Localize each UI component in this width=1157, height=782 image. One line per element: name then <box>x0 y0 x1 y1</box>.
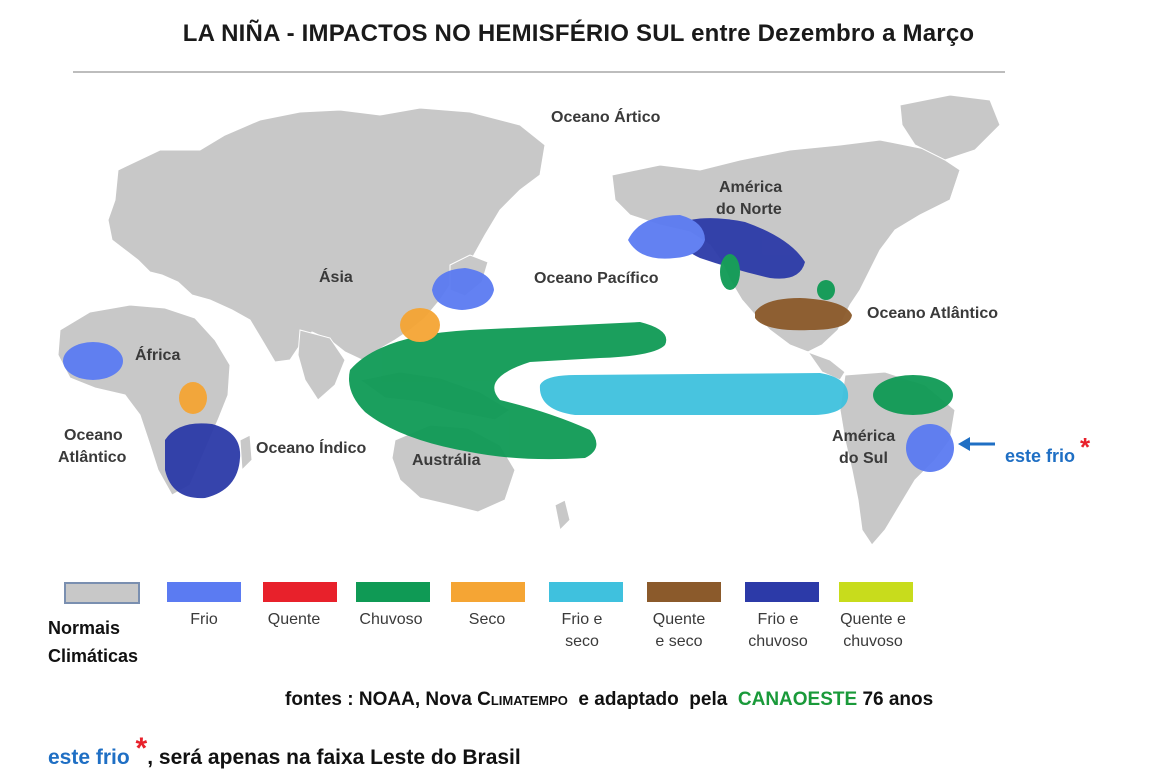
page-title: LA NIÑA - IMPACTOS NO HEMISFÉRIO SUL ent… <box>182 20 975 47</box>
legend-swatch-frio-chuvoso <box>745 582 819 602</box>
sources-mid: e adaptado pela <box>567 689 738 710</box>
greenland <box>899 94 1001 161</box>
sources-canaoeste: CANAOESTE <box>737 689 858 710</box>
label-australia: Austrália <box>412 452 481 469</box>
legend-swatch-quente-seco <box>647 582 721 602</box>
zone-frio-chuvoso-safrica <box>165 423 241 499</box>
legend-label-frio-chuvoso: Frio e chuvoso <box>748 611 808 650</box>
sources-prefix: fontes : NOAA, Nova <box>285 689 478 710</box>
legend-swatch-frio <box>167 582 241 602</box>
new-zealand <box>554 499 571 532</box>
label-atlantic-south-1: Oceano <box>64 427 123 444</box>
zone-frio-seco-pacific <box>539 373 849 415</box>
zone-chuvoso-nbrazil <box>873 375 953 415</box>
footnote-blue: este frio <box>48 746 136 769</box>
zone-frio-japan <box>432 268 494 310</box>
callout-label: este frio * <box>1005 432 1090 467</box>
label-south-america-2: do Sul <box>839 450 888 467</box>
india <box>297 329 346 401</box>
legend-label-quente: Quente <box>267 611 321 628</box>
label-atlantic-north: Oceano Atlântico <box>867 305 998 322</box>
legend-swatch-quente <box>263 582 337 602</box>
legend-label-frio-seco: Frio e seco <box>561 611 603 650</box>
sources-climatempo: Climatempo <box>477 689 568 710</box>
sources-suffix: 76 anos <box>857 689 934 710</box>
title-divider <box>73 71 1005 73</box>
zone-quente-seco-us <box>755 298 852 331</box>
label-north-america-2: do Norte <box>716 201 782 218</box>
label-africa: África <box>135 347 181 364</box>
asterisk-icon: * <box>1080 432 1091 462</box>
zone-frio-na-west <box>628 215 705 259</box>
legend-label-quente-seco: Quente e seco <box>652 611 706 650</box>
zone-seco-china <box>400 308 440 342</box>
label-north-america-1: América <box>719 179 783 196</box>
legend-label-frio: Frio <box>190 611 218 628</box>
legend-swatch-normais <box>64 582 140 604</box>
legend-swatch-frio-seco <box>549 582 623 602</box>
legend-swatch-chuvoso <box>356 582 430 602</box>
label-indian-ocean: Oceano Índico <box>256 440 367 457</box>
legend-swatch-quente-chuvoso <box>839 582 913 602</box>
label-atlantic-south-2: Atlântico <box>58 449 127 466</box>
zone-chuvoso-wc <box>720 254 740 290</box>
footnote-asterisk-icon: * <box>135 732 148 765</box>
footnote-rest: , será apenas na faixa Leste do Brasil <box>147 746 521 769</box>
legend-label-quente-chuvoso: Quente e chuvoso <box>840 611 906 650</box>
legend-swatch-seco <box>451 582 525 602</box>
label-south-america-1: América <box>832 428 896 445</box>
footnote: este frio *, será apenas na faixa Leste … <box>48 732 521 770</box>
legend-label-seco: Seco <box>468 611 506 628</box>
label-artic-ocean: Oceano Ártico <box>551 109 661 126</box>
sources-line: fontes : NOAA, Nova Climatempo e adaptad… <box>285 689 933 711</box>
zone-chuvoso-ohio <box>817 280 835 300</box>
label-pacific-ocean: Oceano Pacífico <box>534 270 659 287</box>
legend-label-normais: Normais Climáticas <box>48 618 139 666</box>
zone-seco-eafrica <box>179 382 207 414</box>
callout-text: este frio <box>1005 446 1076 466</box>
zone-frio-chuvoso-na <box>674 218 805 279</box>
central-america <box>806 350 846 381</box>
label-asia: Ásia <box>319 269 353 286</box>
zone-frio-wafrica <box>63 342 123 380</box>
madagascar <box>239 434 253 472</box>
legend-label-chuvoso: Chuvoso <box>359 611 423 628</box>
zone-frio-ebrazil <box>906 424 954 472</box>
world-map <box>57 94 1001 546</box>
zone-chuvoso-pacific <box>349 322 667 460</box>
callout-arrow <box>958 437 995 451</box>
climate-zones <box>63 215 954 499</box>
